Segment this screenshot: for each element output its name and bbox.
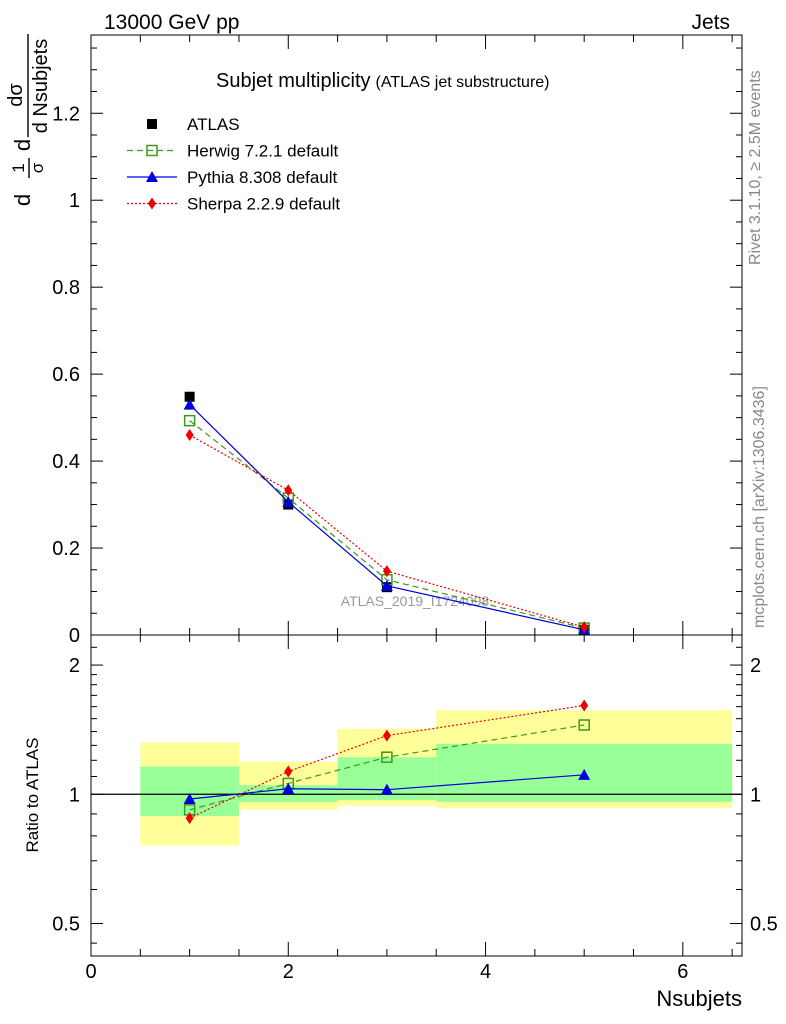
series-sherpa-2-2-9-default (185, 429, 589, 634)
main-y-tick-label: 1.2 (52, 103, 80, 125)
ratio-point (185, 812, 194, 825)
ratio-point (282, 782, 295, 794)
process-label: Jets (691, 11, 730, 34)
ratio-point (382, 729, 391, 742)
ratio-line (189, 724, 585, 811)
ratio-line (189, 704, 585, 819)
legend-marker (146, 144, 158, 157)
stat-uncertainty-band (140, 766, 239, 817)
svg-text:d Nsubjets: d Nsubjets (30, 39, 52, 134)
ratio-point (578, 719, 590, 731)
main-y-tick-label: 0.2 (52, 538, 80, 560)
svg-text:σ: σ (28, 162, 47, 173)
ratio-y-tick-label-right: 0.5 (750, 913, 778, 935)
legend-marker (147, 119, 157, 129)
chart-title-main: Subjet multiplicity (216, 70, 371, 92)
mcplots-reference-label: mcplots.cern.ch [arXiv:1306.3436] (751, 386, 768, 628)
svg-text:d: d (10, 139, 35, 151)
main-y-tick-label: 0.8 (52, 277, 80, 299)
main-y-tick-label: 0.4 (52, 451, 80, 473)
x-tick-label: 0 (85, 961, 96, 983)
legend-marker (146, 171, 158, 182)
ratio-point (284, 765, 293, 778)
main-panel: 0 0.2 0.4 0.6 0.8 1 1.2 ATLAS_2019_I1724098 Su… (52, 34, 743, 647)
ratio-y-tick-label: 2 (69, 655, 80, 677)
chart-title-sub: (ATLAS jet substructure) (376, 74, 550, 91)
x-tick-labels: 0 2 4 6 (85, 961, 688, 983)
ratio-y-tick-labels: 0.5 0.5 1 1 2 2 (52, 655, 778, 935)
data-point (184, 391, 195, 402)
ratio-ticks (91, 635, 742, 956)
ratio-series-group (183, 699, 591, 825)
main-y-tick-label: 0 (69, 625, 80, 647)
legend-item-pythia-8-308-default: Pythia 8.308 default (127, 168, 338, 187)
ratio-point (578, 768, 591, 780)
svg-text:d: d (10, 194, 35, 206)
data-point (185, 429, 194, 441)
data-point (382, 565, 391, 578)
ratio-y-tick-label-right: 1 (750, 784, 761, 806)
legend-marker (148, 197, 156, 210)
x-tick-label: 2 (283, 961, 294, 983)
legend-item-atlas: ATLAS (147, 115, 240, 134)
x-axis-label: Nsubjets (656, 986, 742, 1011)
svg-text:dσ: dσ (5, 83, 27, 107)
data-point (183, 414, 196, 427)
svg-text:1: 1 (9, 163, 28, 172)
x-tick-label: 4 (480, 961, 491, 983)
ratio-point (380, 783, 393, 795)
data-point (580, 621, 589, 634)
legend: ATLAS Herwig 7.2.1 default Pythia 8.308 de… (127, 115, 340, 214)
data-point (183, 398, 196, 410)
legend-label: Pythia 8.308 default (187, 168, 338, 187)
ratio-panel-frame (90, 634, 743, 957)
ratio-panel: 0.5 0.5 1 1 2 2 0 2 4 6 Ratio to ATLAS Nsubjets (23, 634, 778, 1011)
series-line (189, 420, 585, 629)
chart-title: Subjet multiplicity (ATLAS jet substructu… (216, 70, 550, 92)
rivet-version-label: Rivet 3.1.10, ≥ 2.5M events (747, 70, 764, 265)
ratio-y-axis-label: Ratio to ATLAS (23, 738, 42, 853)
ratio-series-pythia-8-308-default (183, 768, 591, 805)
x-tick-label: 6 (677, 961, 688, 983)
legend-item-herwig-7-2-1-default: Herwig 7.2.1 default (127, 142, 338, 161)
data-point (282, 495, 295, 507)
main-series-group (183, 391, 591, 635)
main-y-tick-label: 1 (69, 190, 80, 212)
data-point (284, 484, 293, 497)
main-y-tick-label: 0.6 (52, 364, 80, 386)
ratio-y-tick-label: 1 (69, 784, 80, 806)
ratio-line (189, 774, 585, 800)
analysis-id-label: ATLAS_2019_I1724098 (341, 593, 490, 609)
ratio-y-tick-label: 0.5 (52, 913, 80, 935)
ratio-point (381, 751, 393, 763)
legend-label: Herwig 7.2.1 default (187, 142, 338, 161)
uncertainty-bands (140, 710, 733, 846)
data-point (380, 579, 393, 591)
legend-label: Sherpa 2.2.9 default (187, 195, 340, 214)
main-y-axis-label: d 1 σ d dσ d Nsubjets (5, 34, 52, 206)
ratio-series-sherpa-2-2-9-default (185, 699, 589, 825)
legend-label: ATLAS (187, 115, 240, 134)
collision-energy-label: 13000 GeV pp (104, 11, 239, 34)
ratio-point (183, 793, 196, 805)
series-line (189, 434, 585, 628)
ratio-point (580, 699, 589, 712)
series-line (189, 404, 585, 631)
legend-item-sherpa-2-2-9-default: Sherpa 2.2.9 default (127, 195, 340, 214)
ratio-y-tick-label-right: 2 (750, 655, 761, 677)
main-y-tick-labels: 0 0.2 0.4 0.6 0.8 1 1.2 (52, 103, 80, 647)
